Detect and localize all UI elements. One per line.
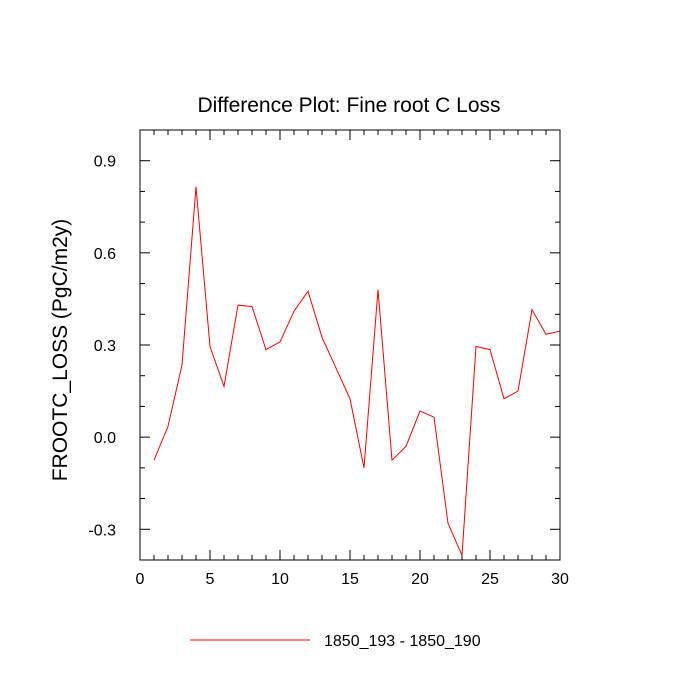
x-tick-label: 25 — [481, 571, 499, 588]
y-tick-label: -0.3 — [88, 522, 116, 539]
legend: 1850_193 - 1850_190 — [190, 633, 481, 650]
x-tick-label: 0 — [136, 571, 145, 588]
y-tick-label: 0.6 — [94, 246, 116, 263]
legend-label: 1850_193 - 1850_190 — [324, 633, 481, 650]
x-tick-label: 5 — [206, 571, 215, 588]
y-tick-label: 0.3 — [94, 338, 116, 355]
x-tick-label: 30 — [551, 571, 569, 588]
y-axis-label: FROOTC_LOSS (PgC/m2y) — [49, 219, 72, 482]
plot-area: 0 5 10 15 20 25 30 -0.3 0.0 0.3 0.6 0.9 — [88, 129, 569, 588]
x-tick-label: 20 — [411, 571, 429, 588]
x-tick-label: 15 — [341, 571, 359, 588]
chart-title: Difference Plot: Fine root C Loss — [197, 94, 500, 117]
plot-frame — [139, 129, 561, 561]
y-tick-label: 0.0 — [94, 430, 116, 447]
series-line-0 — [153, 186, 561, 556]
x-tick-label: 10 — [271, 571, 289, 588]
y-tick-label: 0.9 — [94, 154, 116, 171]
